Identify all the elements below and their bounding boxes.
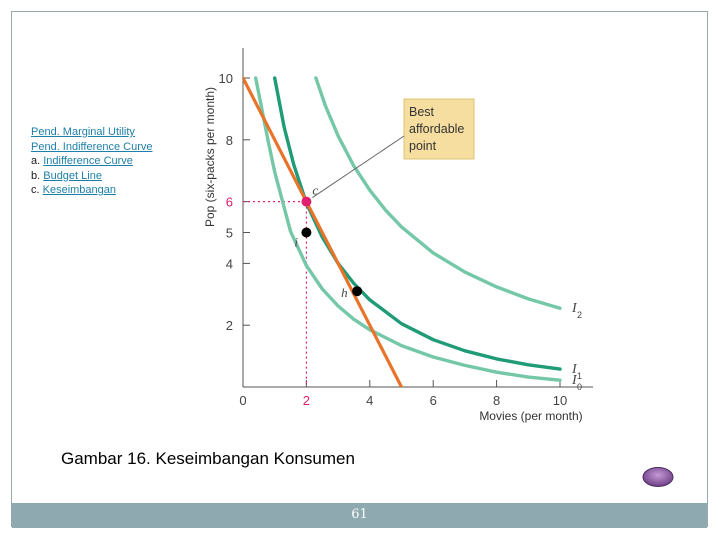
figure-caption: Gambar 16. Keseimbangan Konsumen — [61, 449, 355, 468]
point-label-c: c — [312, 183, 318, 198]
page-number: 61 — [351, 507, 368, 522]
curve-label: I — [571, 301, 578, 316]
x-tick-label: 8 — [493, 393, 500, 408]
indifference-curve-I2 — [314, 76, 562, 310]
nav-item: Pend. Marginal Utility — [31, 125, 201, 140]
y-tick-label: 8 — [226, 133, 233, 148]
curve-label-subscript: 0 — [577, 382, 582, 392]
callout-box — [403, 98, 475, 160]
y-tick-label: 4 — [226, 256, 233, 271]
slide-frame — [11, 11, 708, 527]
link-indifference-curve-intro[interactable]: Pend. Indifference Curve — [31, 140, 153, 153]
curve-label: I — [571, 373, 578, 388]
y-axis-label: Pop (six-packs per month) — [203, 87, 217, 227]
y-tick-label: 10 — [219, 71, 233, 86]
link-budget-line[interactable]: Budget Line — [43, 169, 102, 182]
nav-item: c. Keseimbangan — [31, 184, 117, 196]
budget-line — [243, 76, 404, 387]
sidebar-nav: Pend. Marginal Utility Pend. Indifferenc… — [31, 125, 201, 198]
callout-text: affordable — [409, 122, 464, 136]
nav-item: a. Indifference Curve — [31, 155, 133, 167]
y-tick-label: 2 — [226, 318, 233, 333]
callout-pointer — [312, 135, 405, 199]
home-button[interactable] — [642, 466, 674, 488]
callout-text: Best — [409, 105, 435, 119]
curve-label-subscript: 2 — [577, 310, 582, 320]
x-axis-label: Movies (per month) — [479, 409, 582, 423]
point-label-h: h — [341, 285, 348, 300]
y-tick-label: 5 — [226, 226, 233, 241]
nav-item: Pend. Indifference Curve — [31, 140, 201, 155]
link-keseimbangan[interactable]: Keseimbangan — [42, 184, 117, 196]
curve-label-subscript: 1 — [577, 371, 582, 381]
point-h — [352, 286, 363, 297]
curve-label: I — [571, 362, 578, 377]
x-tick-label: 0 — [239, 393, 246, 408]
home-icon — [642, 467, 674, 487]
footer-bar: 61 — [12, 503, 707, 528]
x-tick-label: 2 — [303, 393, 310, 408]
point-label-i: i — [294, 235, 298, 250]
x-tick-label: 10 — [553, 393, 567, 408]
x-tick-label: 4 — [366, 393, 373, 408]
callout-text: point — [409, 139, 437, 153]
y-tick-label: 6 — [226, 195, 233, 210]
link-indifference-curve[interactable]: Indifference Curve — [43, 155, 133, 167]
link-marginal-utility[interactable]: Pend. Marginal Utility — [31, 126, 135, 138]
point-c — [301, 196, 312, 207]
point-i — [301, 227, 312, 238]
indifference-curve-I0 — [254, 76, 562, 382]
x-tick-label: 6 — [430, 393, 437, 408]
nav-item: b. Budget Line — [31, 169, 102, 182]
